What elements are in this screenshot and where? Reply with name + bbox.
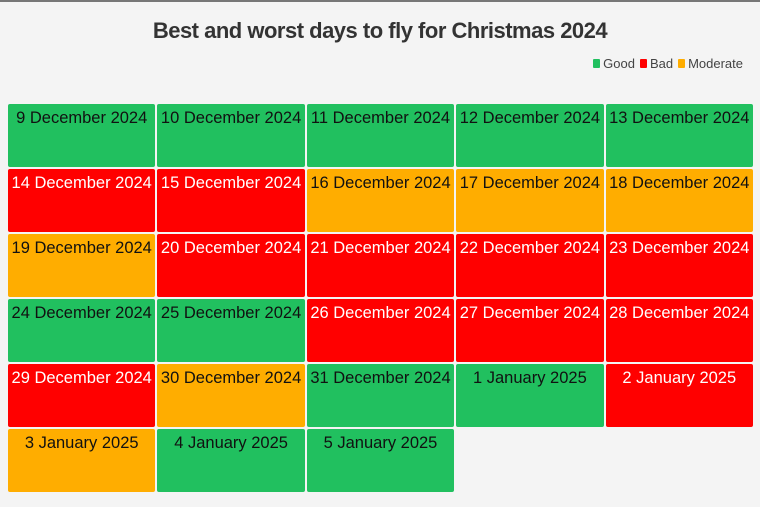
day-cell-good: 13 December 2024 — [605, 104, 753, 167]
day-cell-good: 1 January 2025 — [456, 364, 604, 427]
day-cell-good: 12 December 2024 — [456, 104, 604, 167]
day-cell-good: 31 December 2024 — [306, 364, 455, 427]
legend-item-moderate: Moderate — [678, 56, 743, 71]
legend-swatch — [639, 59, 647, 68]
day-cell-moderate: 17 December 2024 — [456, 169, 604, 232]
day-cell-bad: 15 December 2024 — [157, 169, 305, 232]
calendar-grid: 9 December 2024 10 December 2024 11 Decemb… — [8, 104, 753, 492]
day-cell-moderate: 3 January 2025 — [8, 429, 156, 492]
day-cell-moderate: 16 December 2024 — [306, 169, 455, 232]
legend: Good Bad Moderate — [593, 56, 743, 71]
day-cell-bad: 27 December 2024 — [456, 299, 604, 362]
legend-swatch — [593, 59, 601, 68]
day-cell-bad: 22 December 2024 — [456, 234, 604, 297]
day-cell-good: 25 December 2024 — [157, 299, 305, 362]
day-cell-moderate: 18 December 2024 — [605, 169, 753, 232]
day-cell-bad: 14 December 2024 — [8, 169, 156, 232]
legend-swatch — [678, 59, 686, 68]
legend-label: Moderate — [688, 56, 743, 71]
day-cell-moderate: 19 December 2024 — [8, 234, 156, 297]
day-cell-bad: 29 December 2024 — [8, 364, 156, 427]
chart-title: Best and worst days to fly for Christmas… — [152, 18, 608, 43]
day-cell-bad: 21 December 2024 — [306, 234, 455, 297]
day-cell-good: 11 December 2024 — [306, 104, 455, 167]
day-cell-good: 24 December 2024 — [8, 299, 156, 362]
day-cell-bad: 26 December 2024 — [306, 299, 455, 362]
day-cell-bad: 28 December 2024 — [605, 299, 753, 362]
legend-item-good: Good — [593, 56, 635, 71]
day-cell-bad: 23 December 2024 — [605, 234, 753, 297]
day-cell-moderate: 30 December 2024 — [157, 364, 305, 427]
legend-label: Bad — [649, 56, 674, 71]
day-cell-good: 4 January 2025 — [157, 429, 305, 492]
day-cell-good: 5 January 2025 — [306, 429, 455, 492]
day-cell-bad: 20 December 2024 — [157, 234, 305, 297]
day-cell-good: 9 December 2024 — [8, 104, 156, 167]
day-cell-good: 10 December 2024 — [157, 104, 305, 167]
legend-label: Good — [603, 56, 635, 71]
day-cell-bad: 2 January 2025 — [605, 364, 753, 427]
legend-item-bad: Bad — [639, 56, 674, 71]
